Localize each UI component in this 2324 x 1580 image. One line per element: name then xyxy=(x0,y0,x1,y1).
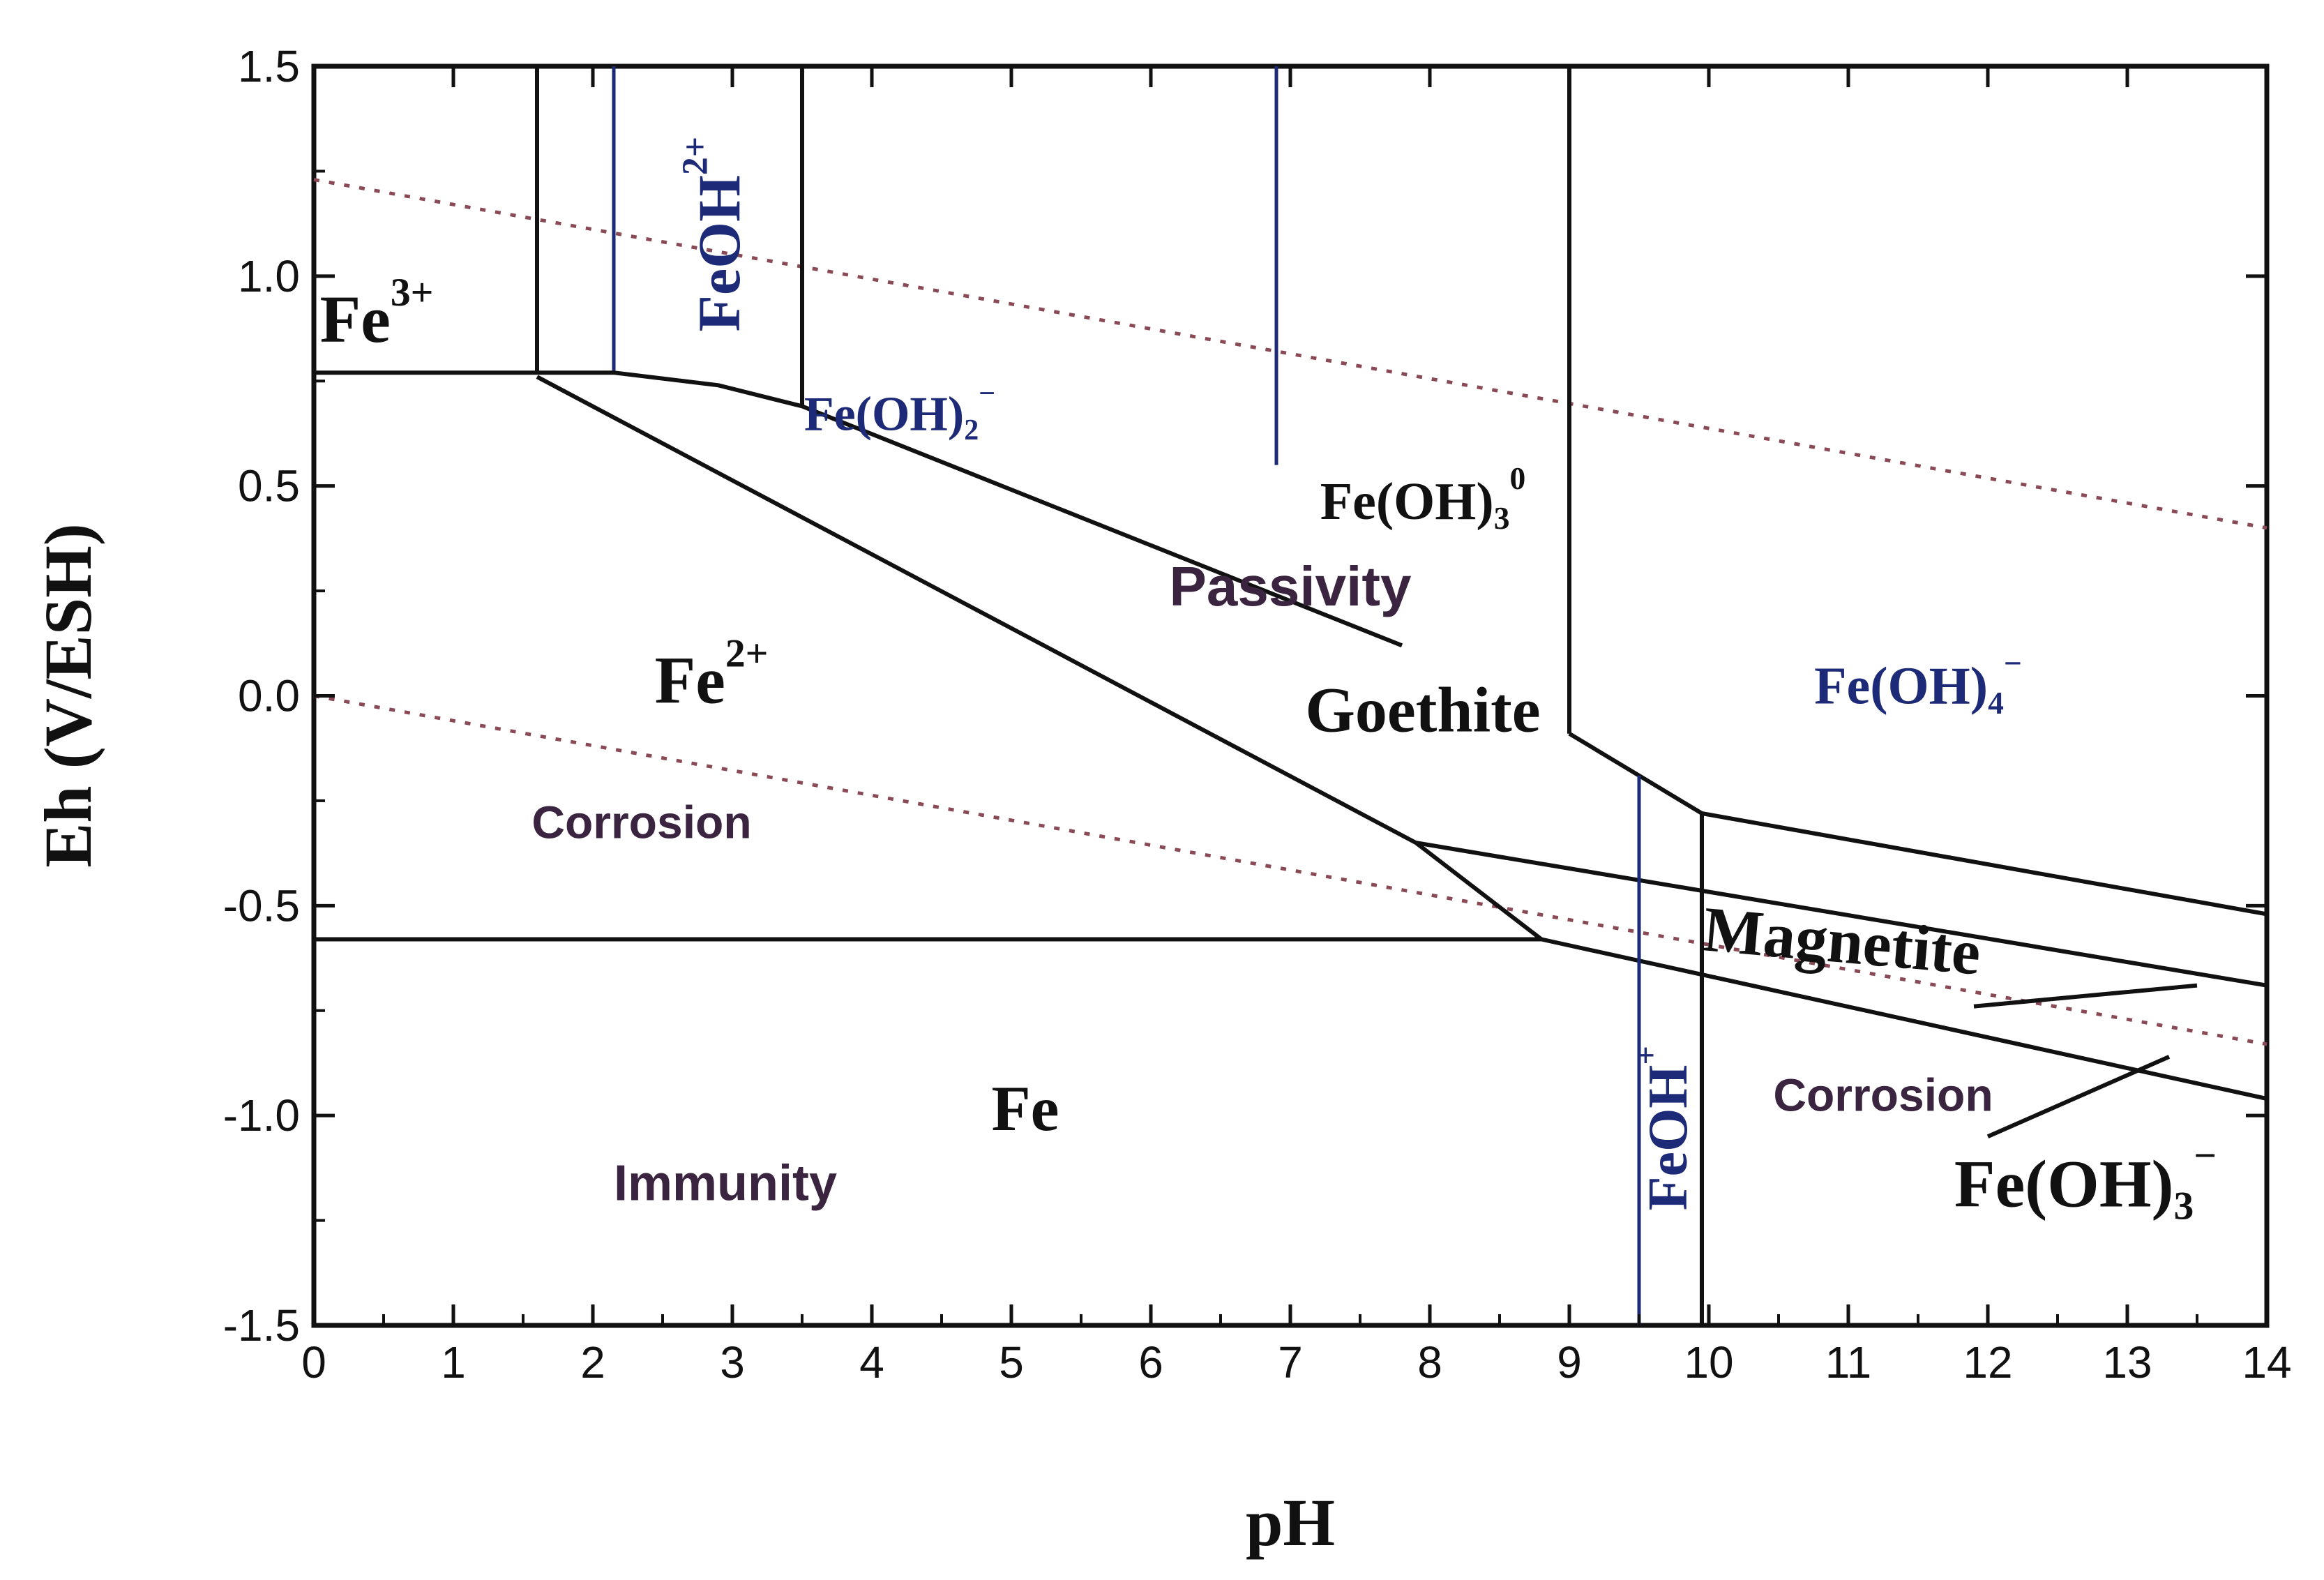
species-labels: Fe3+ FeOH2+ Fe(OH)2− Fe(OH)30 Fe2+ Goethite Fe… xyxy=(320,137,2217,1228)
region-label-corrosion-right: Corrosion xyxy=(1773,1069,1993,1121)
x-tick-label: 2 xyxy=(580,1337,605,1387)
region-label-passivity: Passivity xyxy=(1170,555,1412,617)
boundary-goethite-feoh4 xyxy=(1568,732,2268,917)
axis-ticks: 0 1 2 3 4 5 6 7 8 9 10 11 12 13 141.51.00.50.0-0.5-1.0… xyxy=(223,41,2292,1387)
y-tick-label: 0.0 xyxy=(238,671,300,721)
phase-boundaries xyxy=(314,66,2268,1325)
y-axis-title: Eh (V/ESH) xyxy=(31,523,105,867)
x-tick-label: 11 xyxy=(1825,1337,1871,1387)
y-tick-label: -1.0 xyxy=(223,1090,300,1141)
species-label-fe2: Fe2+ xyxy=(655,631,769,717)
species-label-feoh4: Fe(OH)4− xyxy=(1814,645,2022,721)
species-label-goethite: Goethite xyxy=(1305,675,1540,746)
species-label-fe: Fe xyxy=(991,1073,1059,1144)
x-tick-label: 8 xyxy=(1417,1337,1442,1387)
y-tick-label: -0.5 xyxy=(223,880,300,931)
species-label-feohplus: FeOH+ xyxy=(1627,1046,1699,1210)
x-tick-label: 5 xyxy=(999,1337,1024,1387)
boundary-feoh3m-wedge xyxy=(1973,983,2198,1009)
species-label-feoh2plus: FeOH2+ xyxy=(675,137,753,332)
x-tick-label: 9 xyxy=(1557,1337,1582,1387)
x-tick-label: 7 xyxy=(1278,1337,1303,1387)
x-tick-label: 6 xyxy=(1138,1337,1163,1387)
boundary-magnetite-upper xyxy=(1415,841,2268,988)
x-tick-label: 1 xyxy=(441,1337,466,1387)
region-label-corrosion-left: Corrosion xyxy=(531,796,751,848)
y-tick-label: 0.5 xyxy=(238,461,300,511)
boundary-feoh3m-pointer xyxy=(1986,1055,2171,1139)
region-labels: Passivity Corrosion Corrosion Immunity xyxy=(531,555,1993,1211)
x-tick-label: 12 xyxy=(1963,1337,2012,1387)
region-label-immunity: Immunity xyxy=(614,1155,837,1211)
x-tick-label: 4 xyxy=(859,1337,884,1387)
boundary-fe2-upper xyxy=(537,370,1403,648)
y-tick-label: 1.5 xyxy=(238,41,300,91)
y-tick-label: 1.0 xyxy=(238,251,300,301)
species-label-feoh2minus: Fe(OH)2− xyxy=(804,377,995,446)
species-label-feoh3zero: Fe(OH)30 xyxy=(1320,460,1526,536)
plot-frame xyxy=(311,63,2270,1328)
x-tick-label: 13 xyxy=(2102,1337,2152,1387)
x-tick-label: 0 xyxy=(301,1337,326,1387)
x-tick-label: 10 xyxy=(1684,1337,1733,1387)
species-label-fe3: Fe3+ xyxy=(320,271,434,356)
y-tick-label: -1.5 xyxy=(223,1300,300,1350)
x-axis-title: pH xyxy=(1246,1485,1335,1560)
x-tick-label: 3 xyxy=(720,1337,745,1387)
species-label-feoh3minus: Fe(OH)3− xyxy=(1954,1134,2217,1228)
boundary-magnetite-lower xyxy=(1541,937,2268,1101)
x-tick-label: 14 xyxy=(2242,1337,2291,1387)
